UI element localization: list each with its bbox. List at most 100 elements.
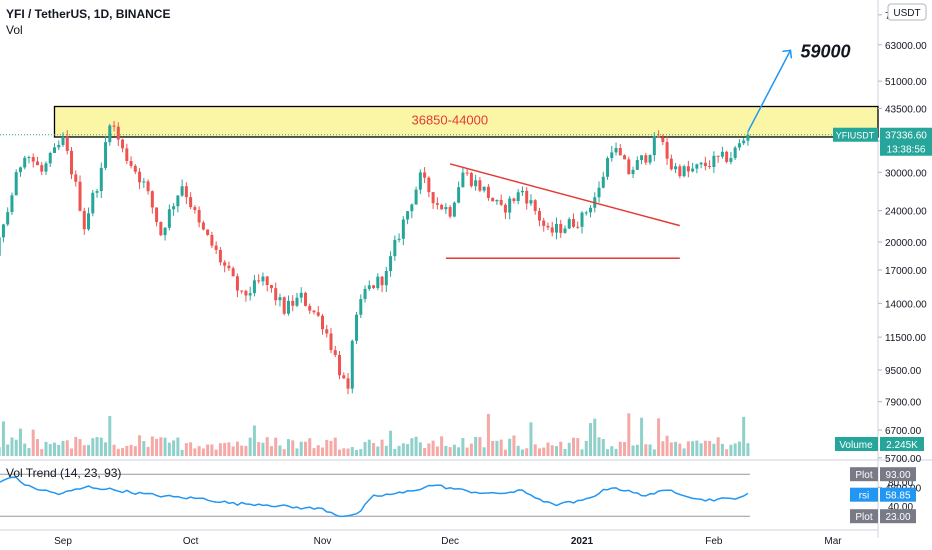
rsi-line (0, 476, 749, 518)
volume-bar (648, 444, 652, 456)
volume-bar (214, 449, 218, 456)
volume-bar (452, 444, 456, 456)
volume-bar (614, 448, 618, 456)
volume-bar (325, 439, 329, 456)
volume-bar (18, 428, 22, 456)
candle-body (235, 276, 239, 291)
volume-bar (742, 416, 746, 456)
candle-body (121, 139, 125, 149)
volume-bar (635, 444, 639, 456)
volume-bar (248, 437, 252, 456)
volume-bar (529, 422, 533, 456)
candle-body (163, 227, 167, 236)
currency-button[interactable]: USDT (887, 3, 927, 21)
price-tick-label: 5700.00 (885, 454, 922, 465)
candle-body (40, 165, 44, 172)
candle-body (708, 166, 712, 168)
candle-body (457, 187, 461, 203)
target-label: 59000 (800, 41, 850, 61)
volume-bar (623, 442, 627, 456)
candle-body (214, 245, 218, 250)
candle-body (150, 191, 154, 208)
volume-bar (593, 418, 597, 456)
candle-body (606, 158, 610, 177)
volume-bar (554, 446, 558, 456)
volume-bar (372, 443, 376, 456)
volume-bar (567, 442, 571, 456)
candle-body (589, 207, 593, 213)
rsi-tick-label: 40.00 (888, 502, 913, 513)
candle-body (65, 136, 69, 151)
volume-bar (525, 448, 529, 456)
volume-bar (193, 448, 197, 456)
volume-bar (533, 444, 537, 456)
candle-body (316, 312, 320, 316)
candle-body (525, 190, 529, 204)
candle-body (48, 152, 52, 164)
candle-body (635, 160, 639, 170)
volume-bar (550, 445, 554, 456)
candle-body (623, 155, 627, 160)
candle-body (116, 126, 120, 140)
candle-body (223, 262, 227, 266)
volume-bar (640, 417, 644, 456)
candle-body (678, 166, 682, 177)
candle-body (333, 350, 337, 356)
price-tick-label: 20000.00 (885, 238, 927, 249)
volume-bar (235, 441, 239, 456)
candle-body (291, 300, 295, 306)
volume-bar (393, 448, 397, 456)
volume-bar (435, 446, 439, 456)
volume-bar (1, 421, 5, 456)
volume-bar (121, 448, 125, 456)
volume-bar (699, 443, 703, 456)
volume-bar (516, 445, 520, 456)
volume-bar (559, 441, 563, 456)
time-axis-label: Feb (705, 536, 723, 547)
volume-bar (129, 444, 133, 456)
candle-body (227, 265, 231, 269)
volume-badge-label: Volume (839, 440, 873, 451)
candle-body (576, 226, 580, 228)
candle-body (640, 155, 644, 161)
candle-body (397, 238, 401, 240)
candle-body (57, 144, 61, 148)
volume-bar (384, 445, 388, 456)
candle-body (44, 163, 48, 172)
candle-body (350, 340, 354, 389)
rsi-badge-value-bg (880, 509, 916, 524)
candle-body (614, 148, 618, 153)
candle-body (691, 168, 695, 172)
volume-bar (618, 441, 622, 456)
candle-body (703, 162, 707, 167)
resistance-zone (53, 105, 879, 138)
volume-bar (520, 449, 524, 456)
candle-body (389, 256, 393, 271)
rsi-badge-label: rsi (859, 491, 870, 502)
time-axis-label: Sep (54, 536, 72, 547)
candle-body (257, 280, 261, 282)
volume-bar (589, 423, 593, 456)
candle-body (563, 228, 567, 233)
candle-body (82, 210, 86, 230)
volume-bar (380, 439, 384, 456)
chart-title: YFI / TetherUS, 1D, BINANCE (6, 7, 171, 21)
price-badge-countdown: 13:38:56 (887, 145, 926, 156)
volume-bar (261, 442, 265, 456)
candle-body (346, 378, 350, 389)
volume-bar (703, 440, 707, 456)
volume-bar (389, 430, 393, 456)
zone-label: 36850-44000 (411, 113, 488, 128)
price-tick-label: 9500.00 (885, 366, 922, 377)
candle-body (138, 171, 142, 183)
volume-bar (231, 446, 235, 456)
price-tick-label: 30000.00 (885, 168, 927, 179)
volume-bar (508, 438, 512, 456)
volume-bar (584, 440, 588, 456)
volume-bar (252, 425, 256, 456)
candle-body (542, 220, 546, 226)
candle-body (18, 167, 22, 173)
rsi-badge-label-bg (850, 487, 878, 502)
volume-bar (176, 437, 180, 456)
